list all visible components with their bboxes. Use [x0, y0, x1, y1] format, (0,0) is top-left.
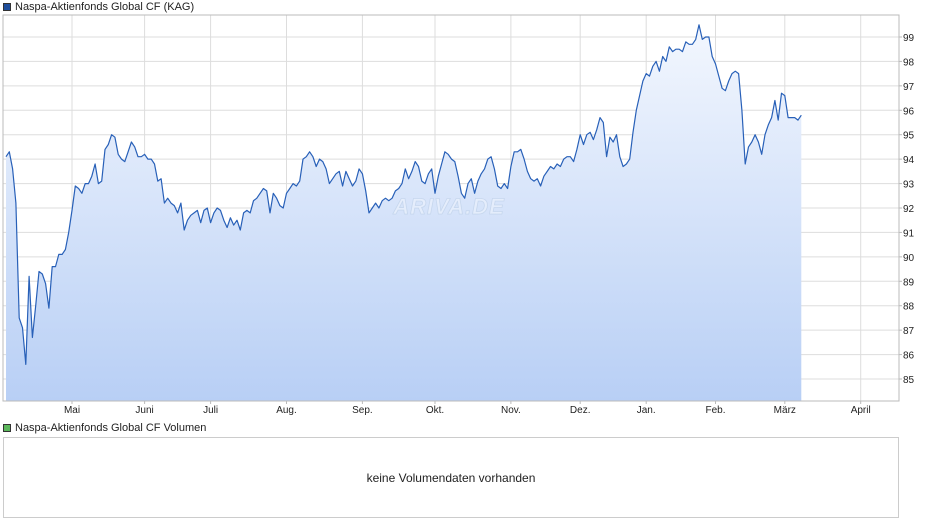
y-tick-label: 94	[903, 155, 915, 166]
price-legend: Naspa-Aktienfonds Global CF (KAG)	[3, 0, 194, 14]
y-tick-label: 88	[903, 302, 915, 313]
volume-legend-label: Naspa-Aktienfonds Global CF Volumen	[15, 422, 207, 434]
area-layer	[5, 24, 802, 401]
y-tick-label: 98	[903, 57, 915, 68]
y-tick-label: 93	[903, 180, 915, 191]
volume-empty-message: keine Volumendaten vorhanden	[366, 471, 536, 485]
x-tick-label: Juli	[203, 405, 218, 416]
y-axis-ticks: 85 86 87 88 89 90 91 92 93 94 95 96 97 98 99	[899, 33, 915, 386]
y-tick-label: 92	[903, 204, 915, 215]
y-tick-label: 86	[903, 351, 915, 362]
x-tick-label: April	[851, 405, 871, 416]
x-tick-label: Mai	[64, 405, 80, 416]
y-tick-label: 85	[903, 375, 915, 386]
price-legend-label: Naspa-Aktienfonds Global CF (KAG)	[15, 1, 195, 13]
x-tick-label: Feb.	[705, 405, 725, 416]
price-legend-swatch	[3, 3, 11, 11]
x-tick-label: März	[774, 405, 796, 416]
x-tick-label: Sep.	[352, 405, 373, 416]
volume-legend-swatch	[3, 424, 11, 432]
volume-legend: Naspa-Aktienfonds Global CF Volumen	[3, 421, 206, 435]
x-tick-label: Juni	[135, 405, 153, 416]
y-tick-label: 97	[903, 82, 915, 93]
y-tick-label: 91	[903, 228, 915, 239]
y-tick-label: 87	[903, 326, 915, 337]
y-tick-label: 96	[903, 106, 915, 117]
x-tick-label: Aug.	[276, 405, 297, 416]
y-tick-label: 89	[903, 277, 915, 288]
watermark: ARIVA.DE	[392, 194, 505, 219]
price-chart: ARIVA.DE 858687888990919293949596979899 …	[2, 14, 915, 416]
y-tick-label: 90	[903, 253, 915, 264]
price-area-fill	[6, 24, 802, 401]
x-tick-label: Okt.	[426, 405, 444, 416]
volume-panel: keine Volumendaten vorhanden	[3, 437, 899, 518]
price-series-line	[5, 24, 802, 365]
x-axis-ticks: Mai Juni Juli Aug. Sep. Okt. Nov. Dez. Jan. Feb. M…	[64, 401, 871, 416]
x-tick-label: Jan.	[637, 405, 656, 416]
x-tick-label: Dez.	[570, 405, 591, 416]
y-tick-label: 99	[903, 33, 915, 44]
x-tick-label: Nov.	[501, 405, 521, 416]
y-tick-label: 95	[903, 131, 915, 142]
